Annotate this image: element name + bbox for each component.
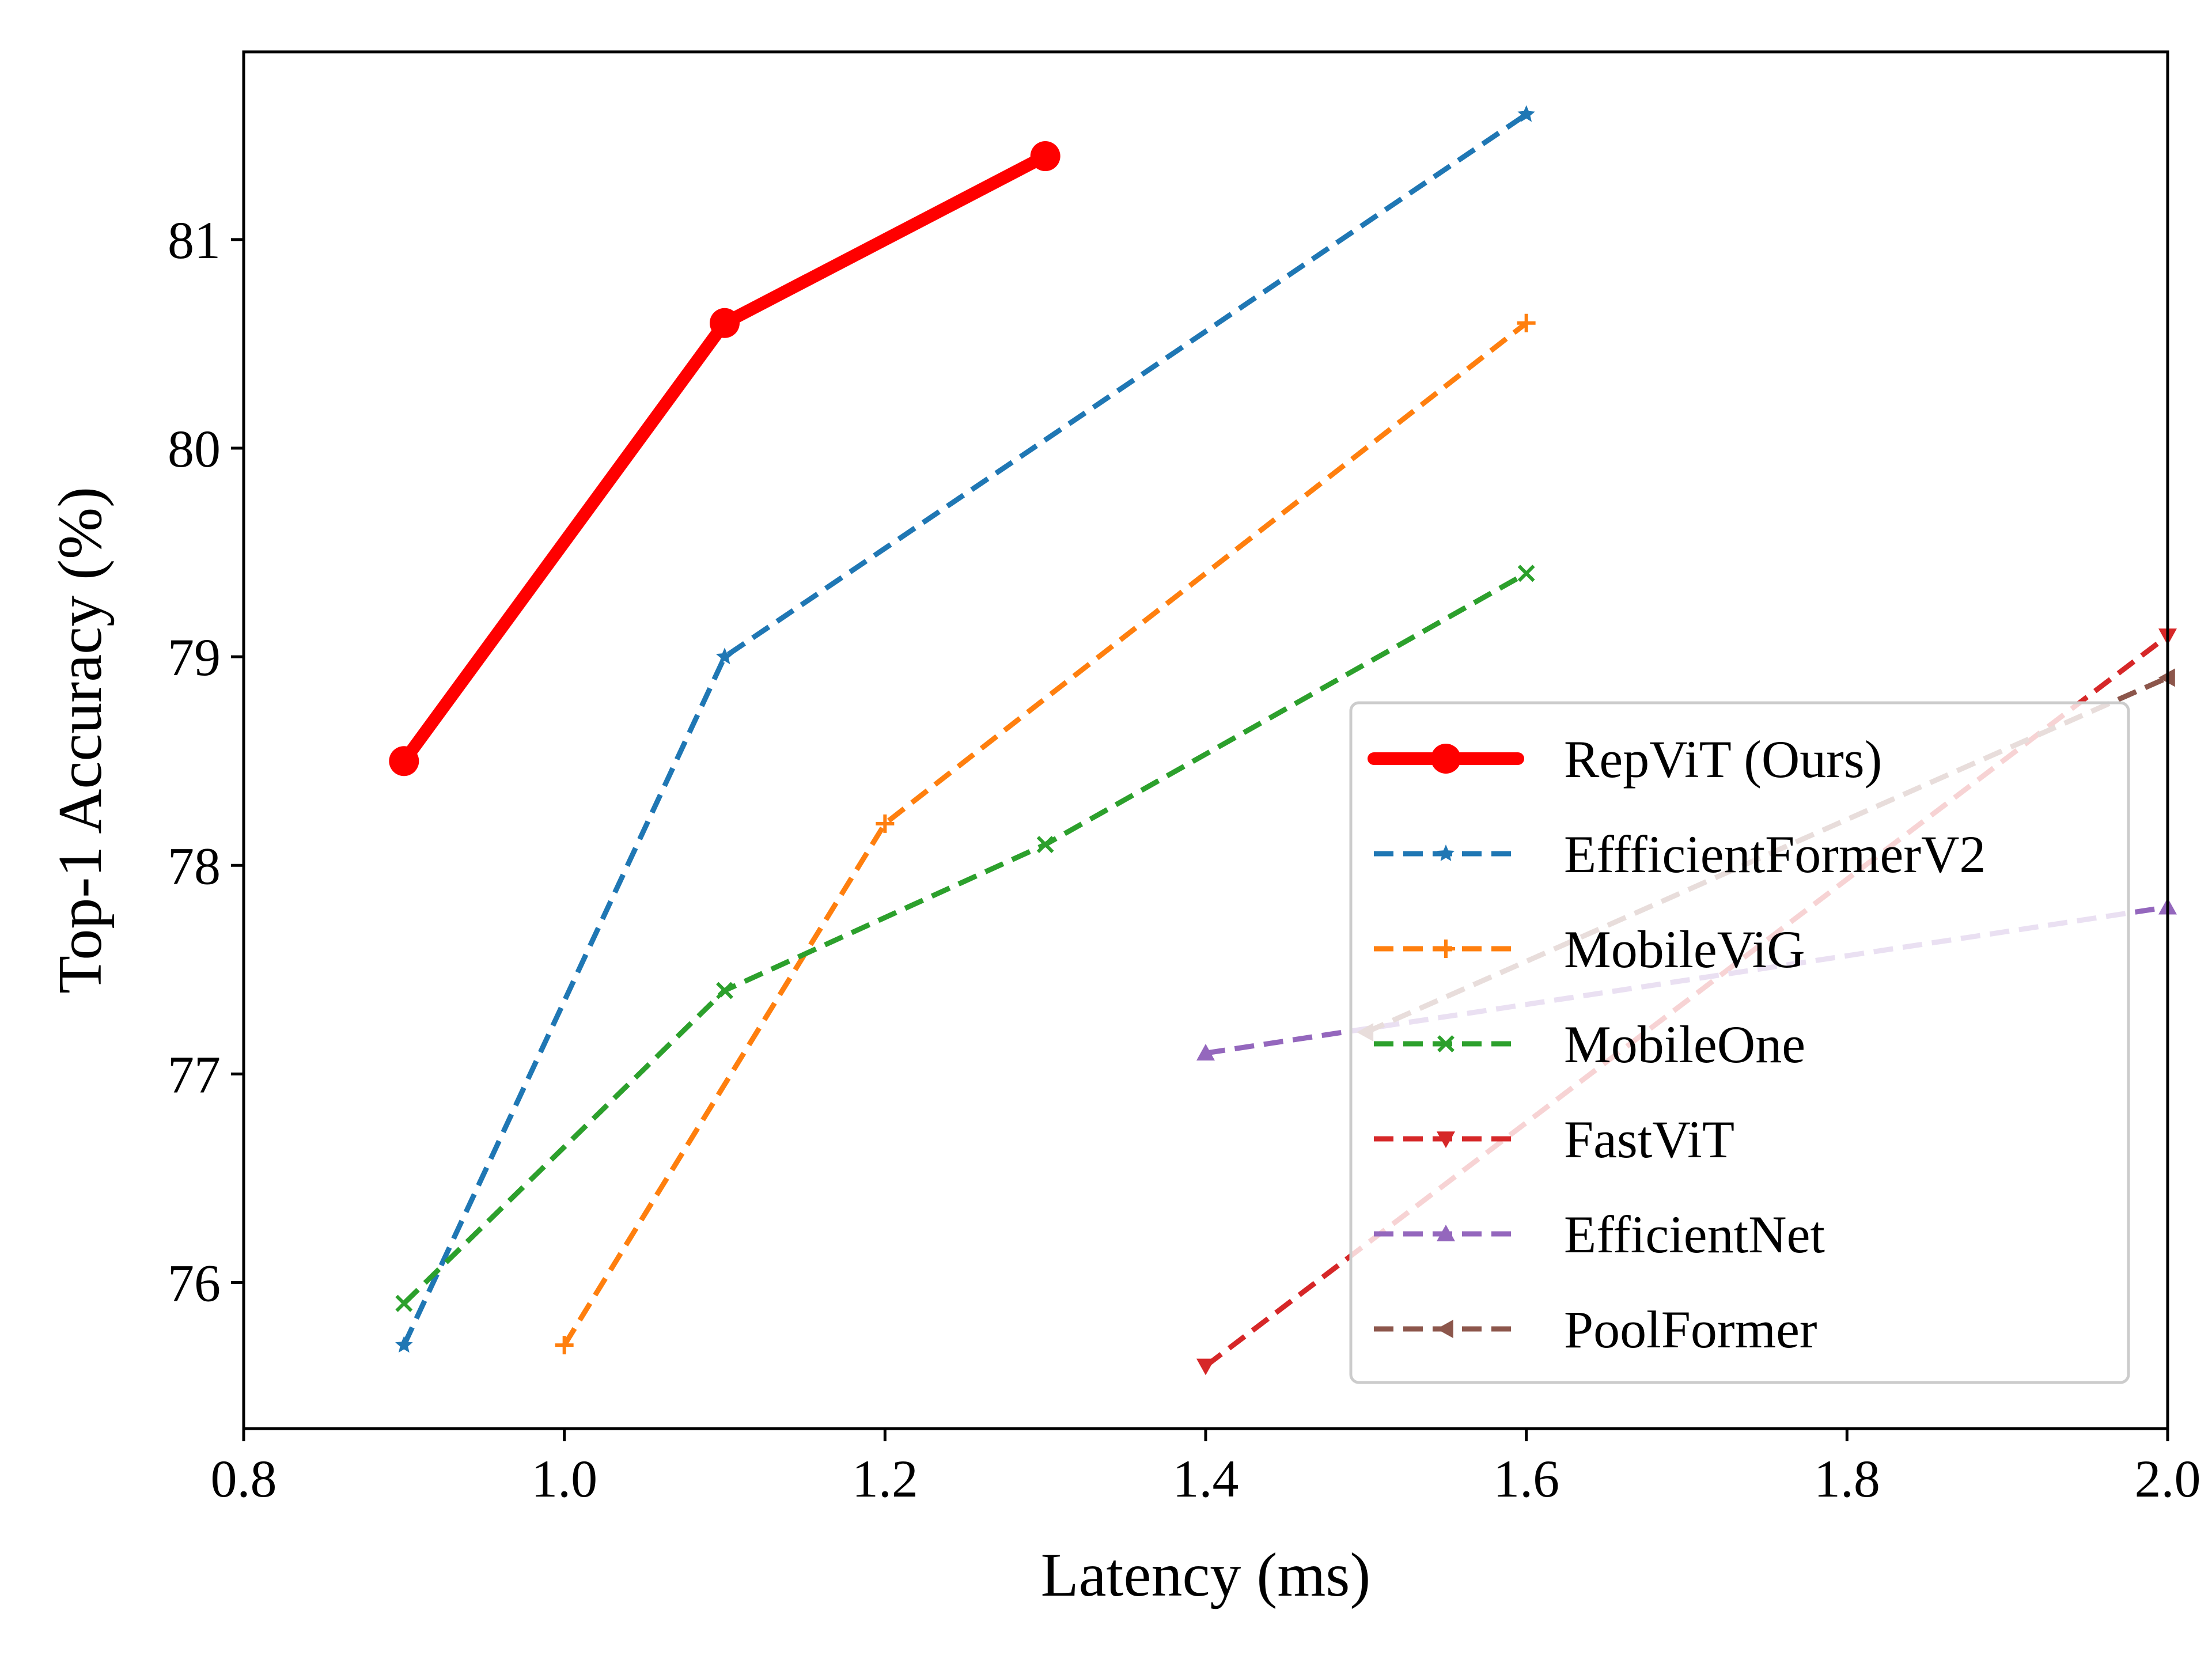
x-tick-label: 2.0 <box>2135 1449 2201 1508</box>
legend-marker-mobilevig <box>1437 940 1455 958</box>
legend-marker-repvit-ours <box>1431 744 1461 774</box>
y-tick-label: 77 <box>168 1045 221 1104</box>
data-point-efficientnet <box>1196 1044 1215 1060</box>
data-point-repvit-ours <box>710 308 740 338</box>
data-point-mobilevig <box>555 1336 574 1355</box>
data-point-repvit-ours <box>1030 141 1060 172</box>
data-point-mobileone <box>1517 565 1535 582</box>
y-tick-label: 81 <box>168 211 221 270</box>
y-tick-label: 78 <box>168 836 221 895</box>
legend-label-repvit-ours: RepViT (Ours) <box>1564 730 1882 789</box>
x-tick-label: 1.2 <box>852 1449 918 1508</box>
legend-label-mobileone: MobileOne <box>1564 1015 1805 1074</box>
x-tick-label: 0.8 <box>211 1449 277 1508</box>
x-tick-label: 1.8 <box>1814 1449 1880 1508</box>
y-axis: 76 77 78 79 80 81 <box>168 211 244 1313</box>
x-axis: 0.8 1.0 1.2 1.4 1.6 1.8 2.0 <box>211 1429 2201 1508</box>
legend-label-effficientformerv2: EffficientFormerV2 <box>1564 825 1986 884</box>
legend-marker-fastvit <box>1437 1131 1455 1148</box>
data-point-effficientformerv2 <box>395 1336 413 1353</box>
data-point-repvit-ours <box>389 746 419 777</box>
data-point-mobilevig <box>876 814 895 833</box>
legend-label-efficientnet: EfficientNet <box>1564 1205 1825 1264</box>
legend-marker-mobileone <box>1437 1035 1455 1052</box>
series-line-repvit-ours <box>397 150 1052 768</box>
legend: RepViT (Ours) EffficientFormerV2 MobileViG… <box>1349 701 2130 1384</box>
x-tick-label: 1.6 <box>1493 1449 1559 1508</box>
x-tick-label: 1.0 <box>531 1449 597 1508</box>
legend-marker-efficientnet <box>1437 1225 1455 1241</box>
series-line-mobileone <box>402 571 1528 1305</box>
legend-marker-effficientformerv2 <box>1437 844 1455 861</box>
y-tick-label: 80 <box>168 419 221 478</box>
legend-label-fastvit: FastViT <box>1564 1110 1734 1169</box>
legend-label-mobilevig: MobileViG <box>1564 920 1805 979</box>
data-point-effficientformerv2 <box>715 647 734 665</box>
data-point-mobileone <box>716 982 733 999</box>
x-tick-label: 1.4 <box>1173 1449 1239 1508</box>
data-point-effficientformerv2 <box>1517 105 1535 122</box>
data-point-mobileone <box>395 1294 413 1312</box>
y-tick-label: 79 <box>168 628 221 687</box>
legend-marker-poolformer <box>1437 1320 1453 1338</box>
data-point-mobilevig <box>1517 313 1536 332</box>
legend-label-poolformer: PoolFormer <box>1564 1300 1817 1359</box>
data-point-fastvit <box>1196 1358 1215 1376</box>
data-point-mobileone <box>1036 836 1054 853</box>
series-line-effficientformerv2 <box>402 112 1528 1347</box>
y-tick-label: 76 <box>168 1254 221 1313</box>
series-line-mobilevig <box>562 321 1528 1347</box>
legend-box <box>1349 701 2130 1384</box>
x-axis-title: Latency (ms) <box>1041 1541 1371 1609</box>
y-axis-title: Top-1 Accuracy (%) <box>46 487 115 994</box>
